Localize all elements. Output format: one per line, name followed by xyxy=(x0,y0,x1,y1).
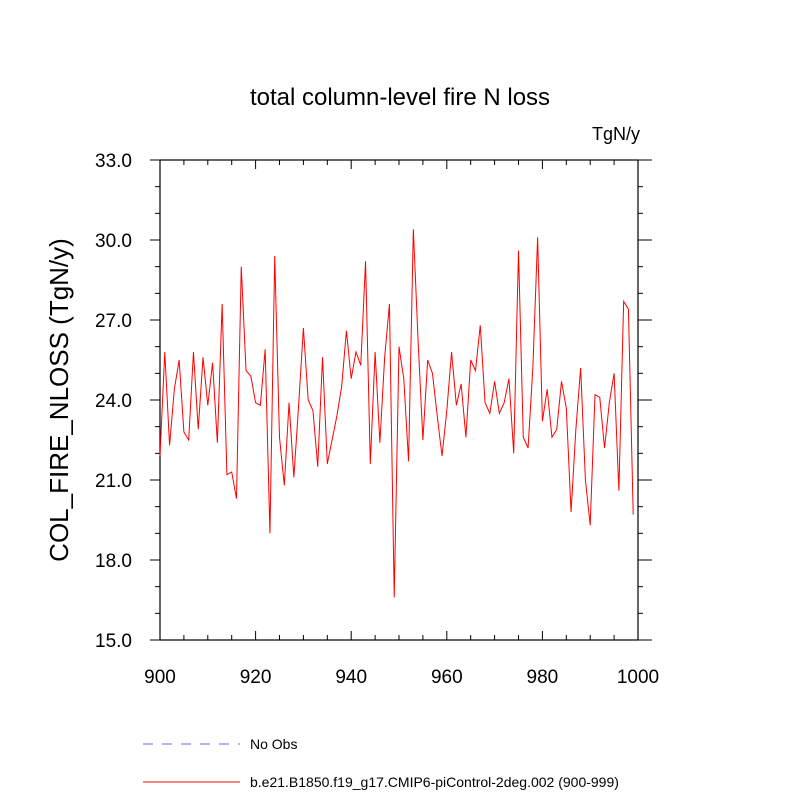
plot-frame xyxy=(159,159,639,641)
x-tick-label: 960 xyxy=(431,667,463,688)
legend: No Obs b.e21.B1850.f19_g17.CMIP6-piContr… xyxy=(143,736,619,790)
y-tick-label: 30.0 xyxy=(95,231,132,252)
y-tick-label: 27.0 xyxy=(95,311,132,332)
x-tick-label: 920 xyxy=(240,667,272,688)
y-axis-label: COL_FIRE_NLOSS (TgN/y) xyxy=(44,238,74,562)
series-layer xyxy=(159,229,634,598)
x-tick-label: 900 xyxy=(144,667,176,688)
axis-ticks xyxy=(150,159,652,641)
y-tick-label: 21.0 xyxy=(95,471,132,492)
legend-label-model: b.e21.B1850.f19_g17.CMIP6-piControl-2deg… xyxy=(250,774,619,790)
legend-label-no-obs: No Obs xyxy=(250,736,297,752)
y-tick-label: 24.0 xyxy=(95,391,132,412)
y-tick-label: 15.0 xyxy=(95,631,132,652)
series-line-model xyxy=(159,229,634,598)
x-tick-label: 940 xyxy=(335,667,367,688)
y-tick-label: 18.0 xyxy=(95,551,132,572)
x-tick-label: 980 xyxy=(527,667,559,688)
x-tick-label: 1000 xyxy=(617,667,659,688)
y-tick-labels: 15.0 18.0 21.0 24.0 27.0 30.0 33.0 xyxy=(95,151,132,652)
units-label: TgN/y xyxy=(592,124,640,144)
x-tick-labels: 900 920 940 960 980 1000 xyxy=(144,667,659,688)
chart-title: total column-level fire N loss xyxy=(250,84,550,111)
y-tick-label: 33.0 xyxy=(95,151,132,172)
